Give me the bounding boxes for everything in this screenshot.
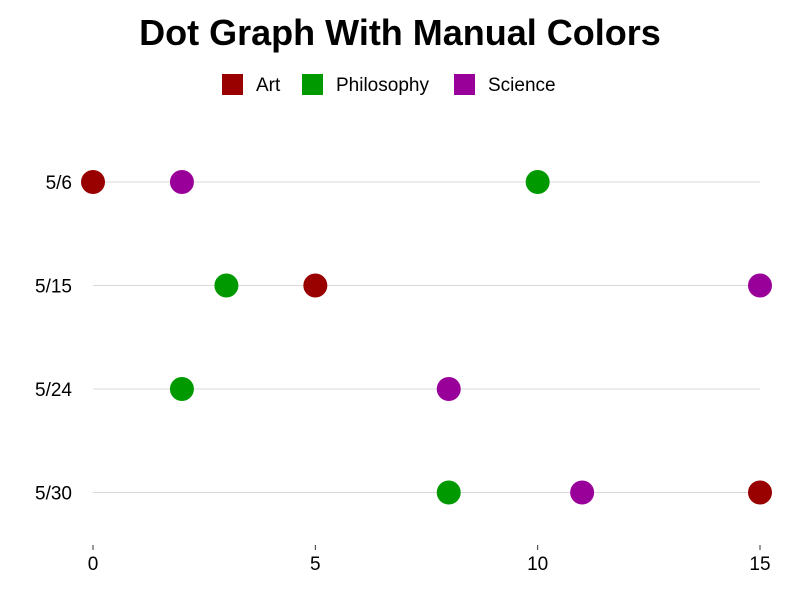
legend-swatch-art bbox=[222, 74, 243, 95]
dot-philosophy bbox=[525, 170, 550, 194]
legend-swatch-science bbox=[454, 74, 475, 95]
x-tick-label: 5 bbox=[310, 554, 321, 575]
dot-art bbox=[303, 273, 328, 298]
chart-title: Dot Graph With Manual Colors bbox=[139, 12, 661, 53]
dot-philosophy bbox=[436, 480, 461, 505]
legend-label-science: Science bbox=[488, 75, 556, 96]
row-label: 5/24 bbox=[35, 380, 72, 401]
dot-science bbox=[436, 377, 461, 401]
dot-art bbox=[748, 480, 772, 505]
legend-label-art: Art bbox=[256, 75, 281, 96]
dot-science bbox=[748, 273, 772, 298]
legend-swatch-philosophy bbox=[302, 74, 323, 95]
row-label: 5/15 bbox=[35, 277, 72, 298]
row-label: 5/6 bbox=[46, 173, 72, 194]
dot-science bbox=[169, 170, 194, 194]
x-tick-label: 15 bbox=[749, 554, 770, 575]
dot-art bbox=[81, 170, 105, 194]
dot-science bbox=[570, 480, 595, 505]
x-tick-label: 0 bbox=[88, 554, 99, 575]
dot-philosophy bbox=[214, 273, 239, 298]
legend-label-philosophy: Philosophy bbox=[336, 75, 429, 96]
dot-philosophy bbox=[169, 377, 194, 401]
x-tick-label: 10 bbox=[527, 554, 548, 575]
row-label: 5/30 bbox=[35, 484, 72, 505]
